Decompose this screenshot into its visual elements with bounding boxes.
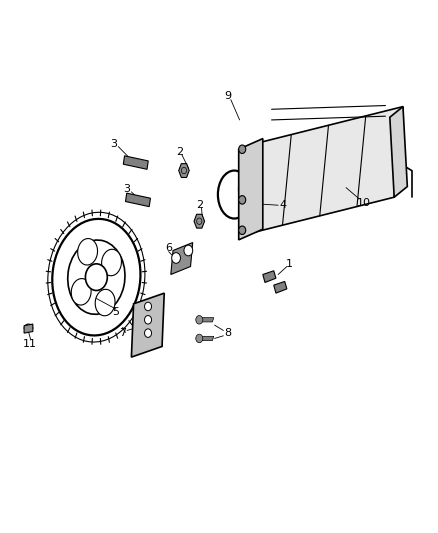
Polygon shape <box>198 318 214 322</box>
Polygon shape <box>194 214 205 228</box>
Circle shape <box>85 264 107 290</box>
Ellipse shape <box>78 239 98 265</box>
Ellipse shape <box>242 179 253 199</box>
Circle shape <box>196 316 203 324</box>
Text: 5: 5 <box>113 307 120 317</box>
Ellipse shape <box>68 240 125 314</box>
Text: 10: 10 <box>357 198 371 207</box>
Text: 7: 7 <box>119 328 126 338</box>
Text: 3: 3 <box>124 184 131 194</box>
Text: 8: 8 <box>224 328 231 338</box>
Circle shape <box>145 302 152 311</box>
Text: 2: 2 <box>196 200 203 210</box>
Text: 1: 1 <box>286 259 293 269</box>
Text: 4: 4 <box>279 200 286 210</box>
Ellipse shape <box>239 173 256 205</box>
Polygon shape <box>239 139 263 240</box>
Polygon shape <box>390 107 407 197</box>
Circle shape <box>145 316 152 324</box>
Polygon shape <box>24 324 33 333</box>
Polygon shape <box>131 293 164 357</box>
Ellipse shape <box>102 249 121 276</box>
Text: 2: 2 <box>176 147 183 157</box>
Polygon shape <box>245 107 403 235</box>
Text: 6: 6 <box>165 243 172 253</box>
Polygon shape <box>274 281 287 293</box>
Polygon shape <box>126 193 150 207</box>
Polygon shape <box>263 271 276 282</box>
Circle shape <box>239 145 246 154</box>
Circle shape <box>184 245 193 256</box>
Circle shape <box>196 334 203 343</box>
Circle shape <box>239 226 246 235</box>
Polygon shape <box>179 164 189 177</box>
Circle shape <box>172 253 180 263</box>
Ellipse shape <box>95 289 115 316</box>
Polygon shape <box>124 156 148 169</box>
Polygon shape <box>171 243 193 274</box>
Ellipse shape <box>71 279 91 305</box>
Text: 11: 11 <box>23 339 37 349</box>
Text: 9: 9 <box>224 91 231 101</box>
Circle shape <box>239 196 246 204</box>
Text: 3: 3 <box>110 139 117 149</box>
Polygon shape <box>198 336 214 341</box>
Circle shape <box>145 329 152 337</box>
